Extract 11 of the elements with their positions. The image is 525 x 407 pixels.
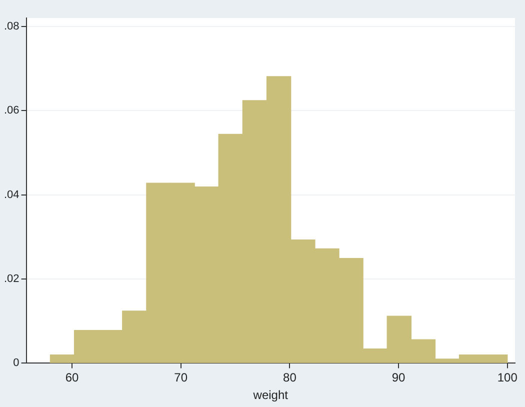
y-tick-label: .08 [4,20,20,32]
y-tick-label: .02 [4,273,20,286]
x-tick-label: 90 [392,370,406,385]
x-axis-title: weight [252,388,289,402]
y-tick-label: 0 [13,357,20,370]
x-tick-label: 60 [65,370,79,385]
x-tick-label: 100 [497,370,518,385]
y-tick-label: .06 [4,104,20,117]
x-tick-label: 80 [283,370,297,385]
y-tick-label: .04 [4,188,20,201]
x-tick-label: 70 [174,370,188,385]
